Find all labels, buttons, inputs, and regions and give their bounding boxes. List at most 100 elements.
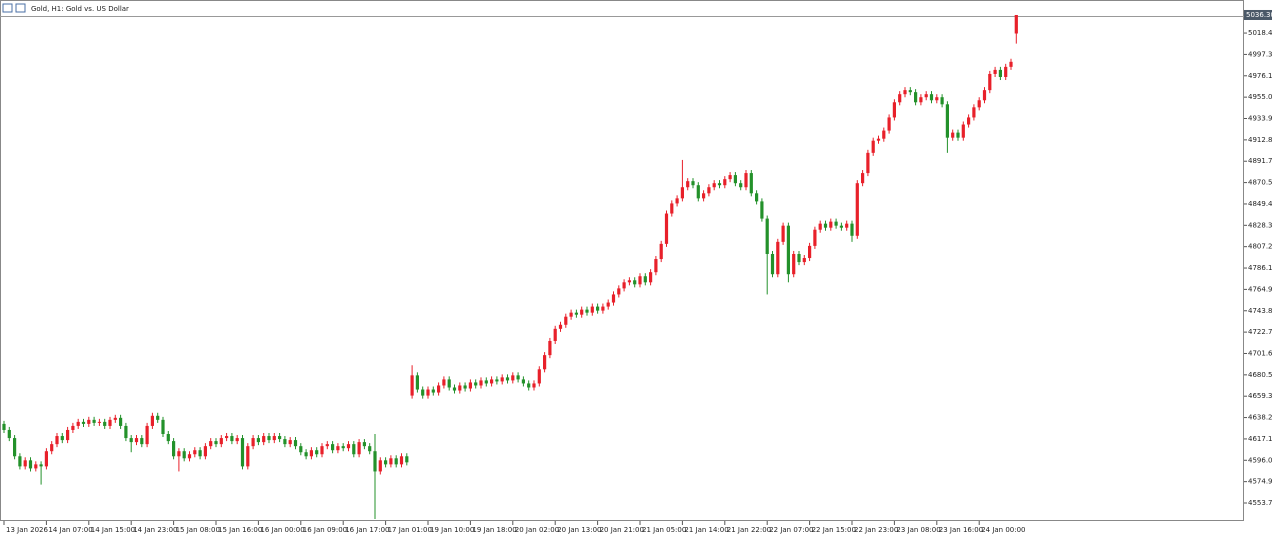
candle-body [214,441,218,445]
candle-body [749,173,753,194]
candle-body [760,201,764,219]
candle-body [161,419,165,435]
candle-body [675,198,679,204]
candle-body [437,385,441,393]
candle-body [368,446,372,452]
y-tick-label: 4786.11 [1248,264,1272,272]
candle-body [882,130,886,139]
candle-body [638,276,642,285]
candle-body [723,179,727,186]
candle-body [537,369,541,384]
candle-body [590,306,594,313]
candle-body [28,460,33,469]
candle-body [998,69,1002,77]
candle-body [527,383,531,388]
candle-body [823,223,828,228]
y-tick-label: 4870.59 [1248,179,1272,187]
icon [15,3,26,13]
candle-body [145,425,149,445]
candle-body [712,183,716,188]
candle-body [945,104,949,138]
candle-body [71,425,75,430]
y-tick-label: 4722.75 [1248,328,1272,336]
candle-body [187,454,192,459]
candle-body [225,436,229,439]
x-tick-label: 20 Jan 13:00 [557,526,601,534]
y-tick-label: 4638.27 [1248,414,1272,422]
candle-body [399,456,404,465]
candle-body [209,441,213,447]
candle-body [426,389,430,396]
candle-body [60,436,64,441]
candle-body [797,253,801,263]
candle-body [384,460,388,465]
candle-body [309,450,313,457]
candle-body [150,415,154,426]
candle-body [320,446,324,455]
candle-body [490,379,494,384]
candle-body [134,438,139,443]
x-tick-label: 23 Jan 08:00 [896,526,940,534]
candle-body [299,446,303,453]
candle-body [707,187,711,194]
x-tick-label: 20 Jan 02:00 [515,526,559,534]
candle-body [967,117,971,125]
candle-body [940,97,944,105]
candle-body [649,272,653,283]
candle-body [739,183,743,188]
x-tick-label: 24 Jan 00:00 [981,526,1025,534]
candle-body [129,438,133,443]
candle-body [230,436,234,442]
candle-body [956,132,960,138]
x-tick-label: 15 Jan 08:00 [176,526,220,534]
candle-body [866,152,870,174]
candle-body [919,97,923,103]
candle-body [617,288,621,295]
y-tick-label: 4933.95 [1248,115,1272,123]
x-tick-label: 16 Jan 09:00 [303,526,347,534]
candle-body [373,451,377,472]
candle-body [686,181,690,188]
candle-body [124,425,128,439]
y-tick-label: 4955.07 [1248,93,1272,101]
candle-body [272,436,276,441]
y-tick-label: 4891.71 [1248,157,1272,165]
candle-body [251,438,255,447]
candle-body [543,355,547,370]
candle-body [728,175,732,180]
candle-body [993,69,997,74]
candle-body [18,456,22,467]
candle-body [34,464,38,469]
candle-body [246,446,250,467]
candle-body [156,415,160,420]
candle-body [198,450,202,457]
x-tick-label: 15 Jan 16:00 [218,526,262,534]
candle-body [92,419,96,423]
candle-body [113,417,117,420]
candle-body [914,92,918,103]
candle-body [140,438,144,445]
candle-body [717,183,722,186]
candle-body [447,379,451,388]
candle-body [468,382,472,389]
candle-body [733,175,737,184]
candle-body [362,442,366,447]
candle-body [256,438,260,443]
candle-body [564,316,568,325]
candle-body [452,387,457,391]
candle-body [977,100,981,108]
candle-body [44,451,48,467]
chart-title: Gold, H1: Gold vs. US Dollar [31,5,129,13]
candle-body [585,309,589,313]
y-tick-label: 4764.99 [1248,285,1272,293]
candle-body [871,140,875,153]
candle-body [415,375,419,390]
x-tick-label: 22 Jan 07:00 [769,526,813,534]
candle-body [961,124,965,138]
candle-body [887,117,891,131]
candle-body [770,253,775,275]
candle-body [643,276,647,283]
candle-body [532,383,536,388]
candle-body [818,223,822,230]
